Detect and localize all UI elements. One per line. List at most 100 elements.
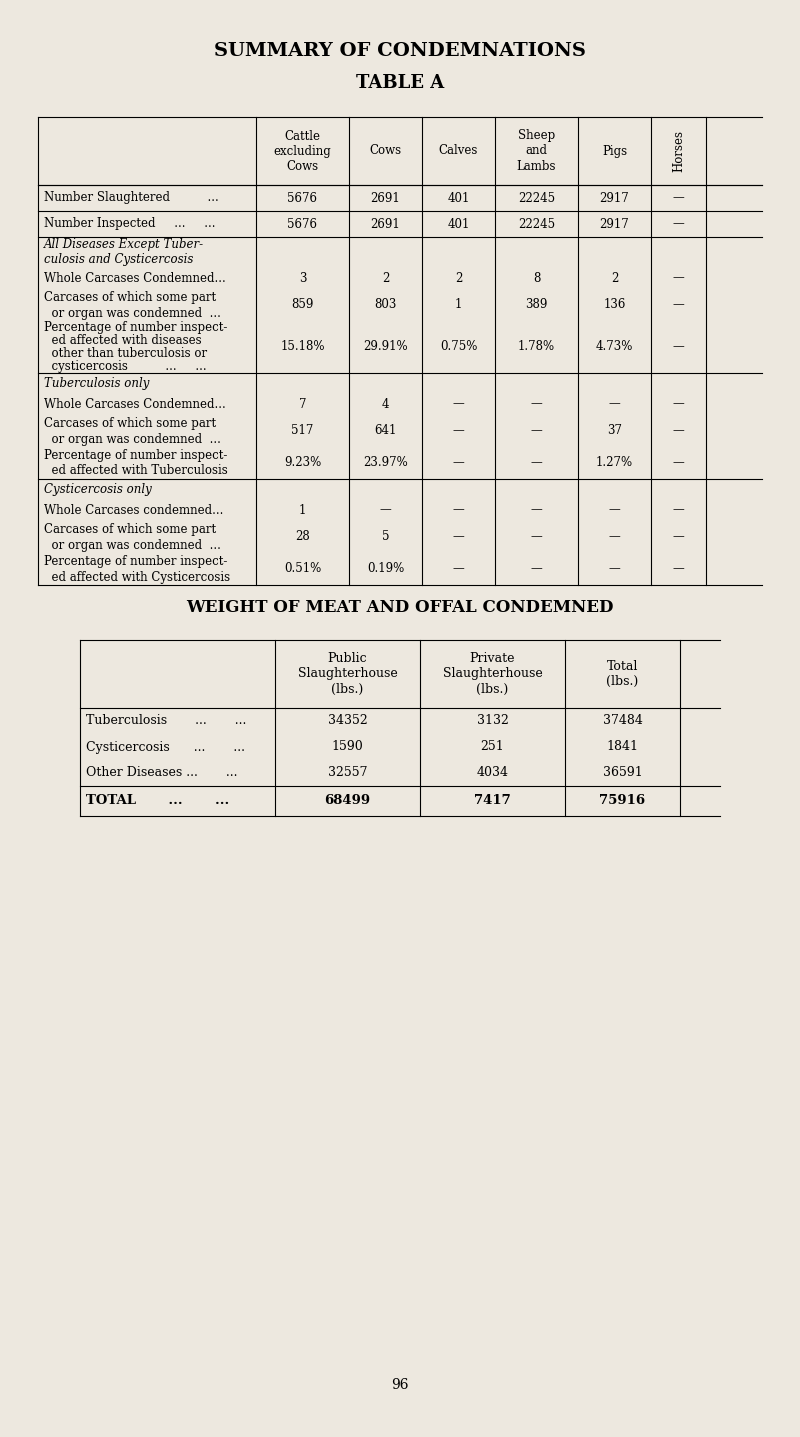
Text: 5676: 5676 — [287, 217, 318, 230]
Text: —: — — [673, 341, 684, 354]
Text: or organ was condemned  ...: or organ was condemned ... — [44, 539, 221, 552]
Text: 2691: 2691 — [370, 217, 400, 230]
Text: 1590: 1590 — [332, 740, 363, 753]
Text: —: — — [453, 530, 464, 543]
Text: 96: 96 — [391, 1378, 409, 1392]
Text: —: — — [673, 299, 684, 312]
Text: 1: 1 — [299, 503, 306, 516]
Text: 641: 641 — [374, 424, 397, 437]
Text: —: — — [609, 562, 620, 575]
Text: 803: 803 — [374, 299, 397, 312]
Text: 517: 517 — [291, 424, 314, 437]
Text: WEIGHT OF MEAT AND OFFAL CONDEMNED: WEIGHT OF MEAT AND OFFAL CONDEMNED — [186, 598, 614, 615]
Text: 75916: 75916 — [599, 795, 646, 808]
Text: 0.19%: 0.19% — [367, 562, 404, 575]
Text: Whole Carcases Condemned...: Whole Carcases Condemned... — [44, 398, 226, 411]
Text: 5676: 5676 — [287, 191, 318, 204]
Text: —: — — [673, 272, 684, 285]
Text: 29.91%: 29.91% — [363, 341, 408, 354]
Text: 68499: 68499 — [325, 795, 370, 808]
Text: —: — — [609, 398, 620, 411]
Text: 401: 401 — [447, 191, 470, 204]
Text: 1.78%: 1.78% — [518, 341, 555, 354]
Text: 9.23%: 9.23% — [284, 457, 321, 470]
Text: 23.97%: 23.97% — [363, 457, 408, 470]
Text: 15.18%: 15.18% — [280, 341, 325, 354]
Text: —: — — [673, 424, 684, 437]
Text: 7417: 7417 — [474, 795, 511, 808]
Text: 37: 37 — [607, 424, 622, 437]
Text: 2: 2 — [611, 272, 618, 285]
Text: —: — — [673, 503, 684, 516]
Text: 2917: 2917 — [600, 191, 630, 204]
Text: 4.73%: 4.73% — [596, 341, 633, 354]
Text: Percentage of number inspect-: Percentage of number inspect- — [44, 448, 227, 461]
Text: —: — — [530, 562, 542, 575]
Text: —: — — [673, 530, 684, 543]
Text: Cysticercosis only: Cysticercosis only — [44, 483, 152, 496]
Text: 1841: 1841 — [606, 740, 638, 753]
Text: Private
Slaughterhouse
(lbs.): Private Slaughterhouse (lbs.) — [442, 652, 542, 696]
Text: 1.27%: 1.27% — [596, 457, 633, 470]
Text: —: — — [453, 398, 464, 411]
Text: 22245: 22245 — [518, 191, 555, 204]
Text: 36591: 36591 — [602, 766, 642, 779]
Text: Horses: Horses — [672, 129, 685, 172]
Text: or organ was condemned  ...: or organ was condemned ... — [44, 306, 221, 319]
Text: All Diseases Except Tuber-: All Diseases Except Tuber- — [44, 239, 204, 251]
Text: —: — — [453, 503, 464, 516]
Text: Carcases of which some part: Carcases of which some part — [44, 417, 216, 430]
Text: —: — — [673, 217, 684, 230]
Text: 3132: 3132 — [477, 714, 509, 727]
Text: ed affected with diseases: ed affected with diseases — [44, 333, 202, 346]
Text: —: — — [673, 398, 684, 411]
Text: 3: 3 — [298, 272, 306, 285]
Text: cysticercosis          ...     ...: cysticercosis ... ... — [44, 361, 206, 374]
Text: —: — — [673, 562, 684, 575]
Text: Carcases of which some part: Carcases of which some part — [44, 290, 216, 303]
Text: —: — — [609, 530, 620, 543]
Text: 4: 4 — [382, 398, 390, 411]
Text: SUMMARY OF CONDEMNATIONS: SUMMARY OF CONDEMNATIONS — [214, 42, 586, 60]
Text: or organ was condemned  ...: or organ was condemned ... — [44, 433, 221, 445]
Text: 34352: 34352 — [328, 714, 367, 727]
Text: 2917: 2917 — [600, 217, 630, 230]
Text: 389: 389 — [526, 299, 548, 312]
Text: Whole Carcases Condemned...: Whole Carcases Condemned... — [44, 272, 226, 285]
Text: —: — — [530, 398, 542, 411]
Text: —: — — [673, 457, 684, 470]
Text: 4034: 4034 — [477, 766, 509, 779]
Text: Number Inspected     ...     ...: Number Inspected ... ... — [44, 217, 215, 230]
Text: Sheep
and
Lambs: Sheep and Lambs — [517, 129, 556, 172]
Text: —: — — [609, 503, 620, 516]
Text: 136: 136 — [603, 299, 626, 312]
Text: 2: 2 — [382, 272, 389, 285]
Text: Percentage of number inspect-: Percentage of number inspect- — [44, 555, 227, 568]
Text: 2: 2 — [455, 272, 462, 285]
Text: TABLE A: TABLE A — [356, 73, 444, 92]
Text: 28: 28 — [295, 530, 310, 543]
Text: —: — — [453, 562, 464, 575]
Text: 2691: 2691 — [370, 191, 400, 204]
Text: —: — — [673, 191, 684, 204]
Text: 401: 401 — [447, 217, 470, 230]
Text: Tuberculosis only: Tuberculosis only — [44, 376, 150, 389]
Text: —: — — [453, 424, 464, 437]
Text: 251: 251 — [481, 740, 504, 753]
Text: ed affected with Cysticercosis: ed affected with Cysticercosis — [44, 570, 230, 583]
Text: TOTAL       ...       ...: TOTAL ... ... — [86, 795, 230, 808]
Text: 37484: 37484 — [602, 714, 642, 727]
Text: 1: 1 — [455, 299, 462, 312]
Text: —: — — [530, 530, 542, 543]
Text: Tuberculosis       ...       ...: Tuberculosis ... ... — [86, 714, 246, 727]
Text: 7: 7 — [298, 398, 306, 411]
Text: Carcases of which some part: Carcases of which some part — [44, 523, 216, 536]
Text: Whole Carcases condemned...: Whole Carcases condemned... — [44, 503, 223, 516]
Text: Cysticercosis      ...       ...: Cysticercosis ... ... — [86, 740, 245, 753]
Text: Total
(lbs.): Total (lbs.) — [606, 660, 638, 688]
Text: 0.51%: 0.51% — [284, 562, 321, 575]
Text: 22245: 22245 — [518, 217, 555, 230]
Text: Calves: Calves — [439, 145, 478, 158]
Text: —: — — [530, 424, 542, 437]
Text: Cattle
excluding
Cows: Cattle excluding Cows — [274, 129, 331, 172]
